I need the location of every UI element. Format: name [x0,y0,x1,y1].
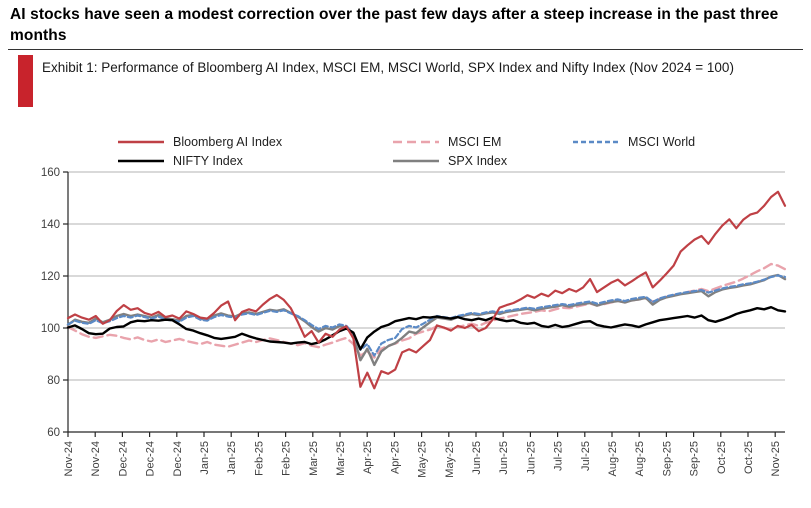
x-tick-label: Jun-25 [471,441,483,475]
legend-row: NIFTY Index SPX Index [0,152,811,170]
x-tick-label: Feb-25 [253,441,265,476]
legend-item-bloomberg-ai-index: Bloomberg AI Index [118,133,282,151]
x-tick-label: May-25 [417,441,429,478]
x-tick-label: Nov-24 [90,441,102,476]
legend-label: SPX Index [448,154,508,168]
legend-item-msci-world: MSCI World [573,133,695,151]
legend-label: MSCI EM [448,135,502,149]
x-tick-label: Jan-25 [226,441,238,475]
x-tick-label: Dec-24 [145,441,157,476]
x-tick-label: Apr-25 [389,441,401,474]
legend-line-sample [393,140,439,144]
x-tick-label: Sep-25 [661,441,673,476]
x-tick-label: Dec-24 [117,441,129,476]
x-tick-label: Aug-25 [607,441,619,476]
x-tick-label: Dec-24 [172,441,184,476]
legend-label: MSCI World [628,135,696,149]
series-line-msci-world [66,274,787,357]
exhibit-caption: Exhibit 1: Performance of Bloomberg AI I… [42,60,734,75]
legend-item-spx-index: SPX Index [393,152,507,170]
legend-line-sample [118,140,164,144]
legend-item-nifty-index: NIFTY Index [118,152,243,170]
x-tick-label: Jun-25 [525,441,537,475]
exhibit-accent-bar [18,55,33,107]
title-divider [8,49,803,50]
y-tick-label: 120 [41,271,60,283]
y-tick-label: 100 [41,323,60,335]
x-tick-label: Sep-25 [689,441,701,476]
series-line-bloomberg-ai-index [66,190,787,390]
series-line-nifty-index [66,306,787,351]
y-tick-label: 160 [41,167,60,179]
x-tick-label: Mar-25 [335,441,347,476]
legend-line-sample [573,140,619,144]
x-tick-label: Nov-25 [770,441,782,476]
x-tick-label: Mar-25 [308,441,320,476]
legend-row: Bloomberg AI Index MSCI EM MSCI World [0,133,811,151]
y-tick-label: 80 [47,375,60,387]
page-title: AI stocks have seen a modest correction … [10,6,779,44]
legend-label: NIFTY Index [173,154,243,168]
y-tick-label: 140 [41,219,60,231]
x-tick-label: Jul-25 [553,441,565,471]
x-tick-label: Nov-24 [63,441,75,476]
legend-line-sample [118,159,164,163]
legend-item-msci-em: MSCI EM [393,133,501,151]
x-tick-label: Jun-25 [498,441,510,475]
legend-line-sample [393,159,439,163]
x-tick-label: Jul-25 [580,441,592,471]
x-tick-label: Oct-25 [743,441,755,474]
legend-label: Bloomberg AI Index [173,135,283,149]
x-tick-label: May-25 [444,441,456,478]
x-tick-label: Feb-25 [281,441,293,476]
x-tick-label: Oct-25 [716,441,728,474]
x-tick-label: Aug-25 [634,441,646,476]
chart-legend: Bloomberg AI Index MSCI EM MSCI World NIFTY… [0,0,811,168]
y-tick-label: 60 [47,427,60,439]
x-tick-label: Apr-25 [362,441,374,474]
x-tick-label: Jan-25 [199,441,211,475]
